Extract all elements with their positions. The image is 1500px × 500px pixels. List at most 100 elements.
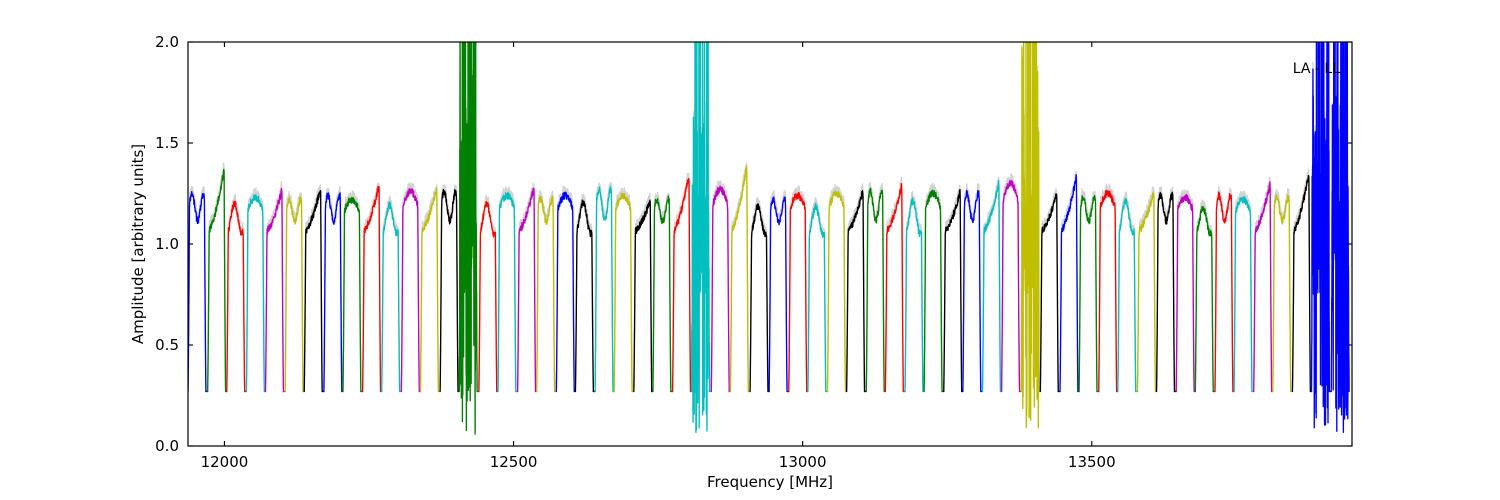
spectral-window-shadow-trace <box>478 194 498 388</box>
spectral-window-shadow-trace <box>206 162 227 388</box>
spectral-window-shadow-trace <box>1059 170 1079 388</box>
spectral-window-rfi <box>1330 42 1350 433</box>
spectral-window <box>381 201 401 393</box>
spectral-window-shadow-trace <box>768 189 788 388</box>
spectral-window-shadow-trace <box>1039 188 1059 388</box>
spectral-window-shadow-trace <box>1291 168 1312 388</box>
spectral-window-shadow-trace <box>710 180 730 388</box>
spectral-window <box>729 165 749 393</box>
spectral-window <box>1291 175 1312 393</box>
spectral-window-shadow-trace <box>284 191 304 388</box>
spectral-window-shadow-trace <box>943 184 963 388</box>
spectral-window-shadow-trace <box>536 190 556 388</box>
plot-data-layer <box>188 42 1350 435</box>
spectral-window-shadow-trace <box>962 183 982 388</box>
spectral-window-rfi <box>690 42 711 434</box>
spectral-window-shadow-trace <box>1098 183 1118 388</box>
spectral-window <box>245 194 266 393</box>
spectral-window <box>710 185 730 393</box>
spectral-window <box>1078 195 1098 393</box>
spectral-window-shadow-trace <box>226 194 246 388</box>
spectral-window-shadow-trace <box>1233 190 1253 388</box>
y-tick-label: 0.0 <box>155 437 179 455</box>
spectral-window <box>671 178 692 393</box>
spectral-window <box>807 202 827 393</box>
spectral-window <box>536 195 556 393</box>
spectral-window <box>497 192 517 393</box>
spectral-window-shadow-trace <box>981 176 1002 388</box>
spectral-window-shadow-trace <box>594 181 614 388</box>
spectral-window-shadow-trace <box>788 185 808 388</box>
spectral-window <box>284 196 304 393</box>
spectral-window-shadow-trace <box>342 190 362 388</box>
spectral-window <box>633 199 653 393</box>
x-tick-label: 12000 <box>201 453 249 471</box>
spectral-window <box>419 187 440 393</box>
spectral-window <box>1155 191 1176 393</box>
spectral-window-rfi <box>458 42 478 435</box>
spectral-window <box>613 192 633 393</box>
y-axis-ticks: 0.0 0.5 1.0 1.5 2.0 <box>155 33 1352 455</box>
spectral-window <box>361 185 382 393</box>
x-tick-label: 13000 <box>779 453 827 471</box>
spectral-window <box>400 188 420 393</box>
spectral-window <box>594 186 614 393</box>
spectral-window-shadow-trace <box>264 181 285 388</box>
x-tick-label: 12500 <box>490 453 538 471</box>
spectral-window <box>865 187 885 393</box>
y-tick-label: 1.5 <box>155 134 179 152</box>
spectral-window <box>904 197 924 393</box>
spectral-window-shadow-trace <box>497 186 517 388</box>
spectral-window <box>1272 194 1292 393</box>
spectral-window-shadow-trace <box>671 172 692 388</box>
spectral-window <box>478 201 498 393</box>
spectral-window <box>226 200 246 393</box>
spectral-window-shadow-trace <box>729 162 749 388</box>
spectral-window <box>439 188 459 393</box>
spectral-window-shadow-trace <box>245 187 266 388</box>
spectral-window <box>206 168 227 393</box>
spectral-window-rfi <box>1310 42 1331 429</box>
spectral-window <box>1059 174 1079 393</box>
spectral-window <box>555 191 575 393</box>
spectral-window-shadow-trace <box>1175 189 1195 388</box>
spectral-window <box>884 183 904 393</box>
spectral-window-shadow-trace <box>1000 172 1021 388</box>
spectral-window <box>1214 191 1234 393</box>
spectral-window-shadow-trace <box>613 187 633 388</box>
spectral-window <box>826 190 847 393</box>
spectral-window-shadow-trace <box>923 182 943 388</box>
spectral-window <box>652 195 672 393</box>
spectral-window <box>1098 189 1118 393</box>
spectral-window <box>788 191 808 393</box>
spectral-window <box>981 179 1002 393</box>
spectral-window-shadow-trace <box>555 185 575 388</box>
spectral-window <box>1117 198 1137 393</box>
spectral-window <box>845 190 866 393</box>
x-axis-title: Frequency [MHz] <box>707 473 833 491</box>
spectral-window <box>749 203 769 393</box>
spectral-window-shadow-trace <box>1194 199 1214 388</box>
spectral-window-rfi <box>1020 42 1040 429</box>
legend-label: LA - LL <box>1293 61 1340 77</box>
spectral-window <box>768 196 788 393</box>
spectral-window <box>1194 205 1214 393</box>
y-tick-label: 2.0 <box>155 33 179 51</box>
spectral-window-shadow-trace <box>904 191 924 388</box>
y-tick-label: 0.5 <box>155 336 179 354</box>
spectral-window-shadow-trace <box>1253 176 1273 388</box>
spectral-window <box>303 189 323 393</box>
spectral-window-shadow-trace <box>749 197 769 388</box>
spectral-window <box>264 187 285 393</box>
spectral-window <box>516 187 537 393</box>
spectral-window <box>943 188 963 393</box>
spectral-window <box>1253 181 1273 393</box>
spectral-window-shadow-trace <box>884 176 904 388</box>
y-tick-label: 1.0 <box>155 235 179 253</box>
spectral-window <box>1000 179 1021 393</box>
spectral-window <box>1175 193 1195 393</box>
spectral-window <box>323 192 343 393</box>
spectral-window-shadow-trace <box>1214 186 1234 388</box>
